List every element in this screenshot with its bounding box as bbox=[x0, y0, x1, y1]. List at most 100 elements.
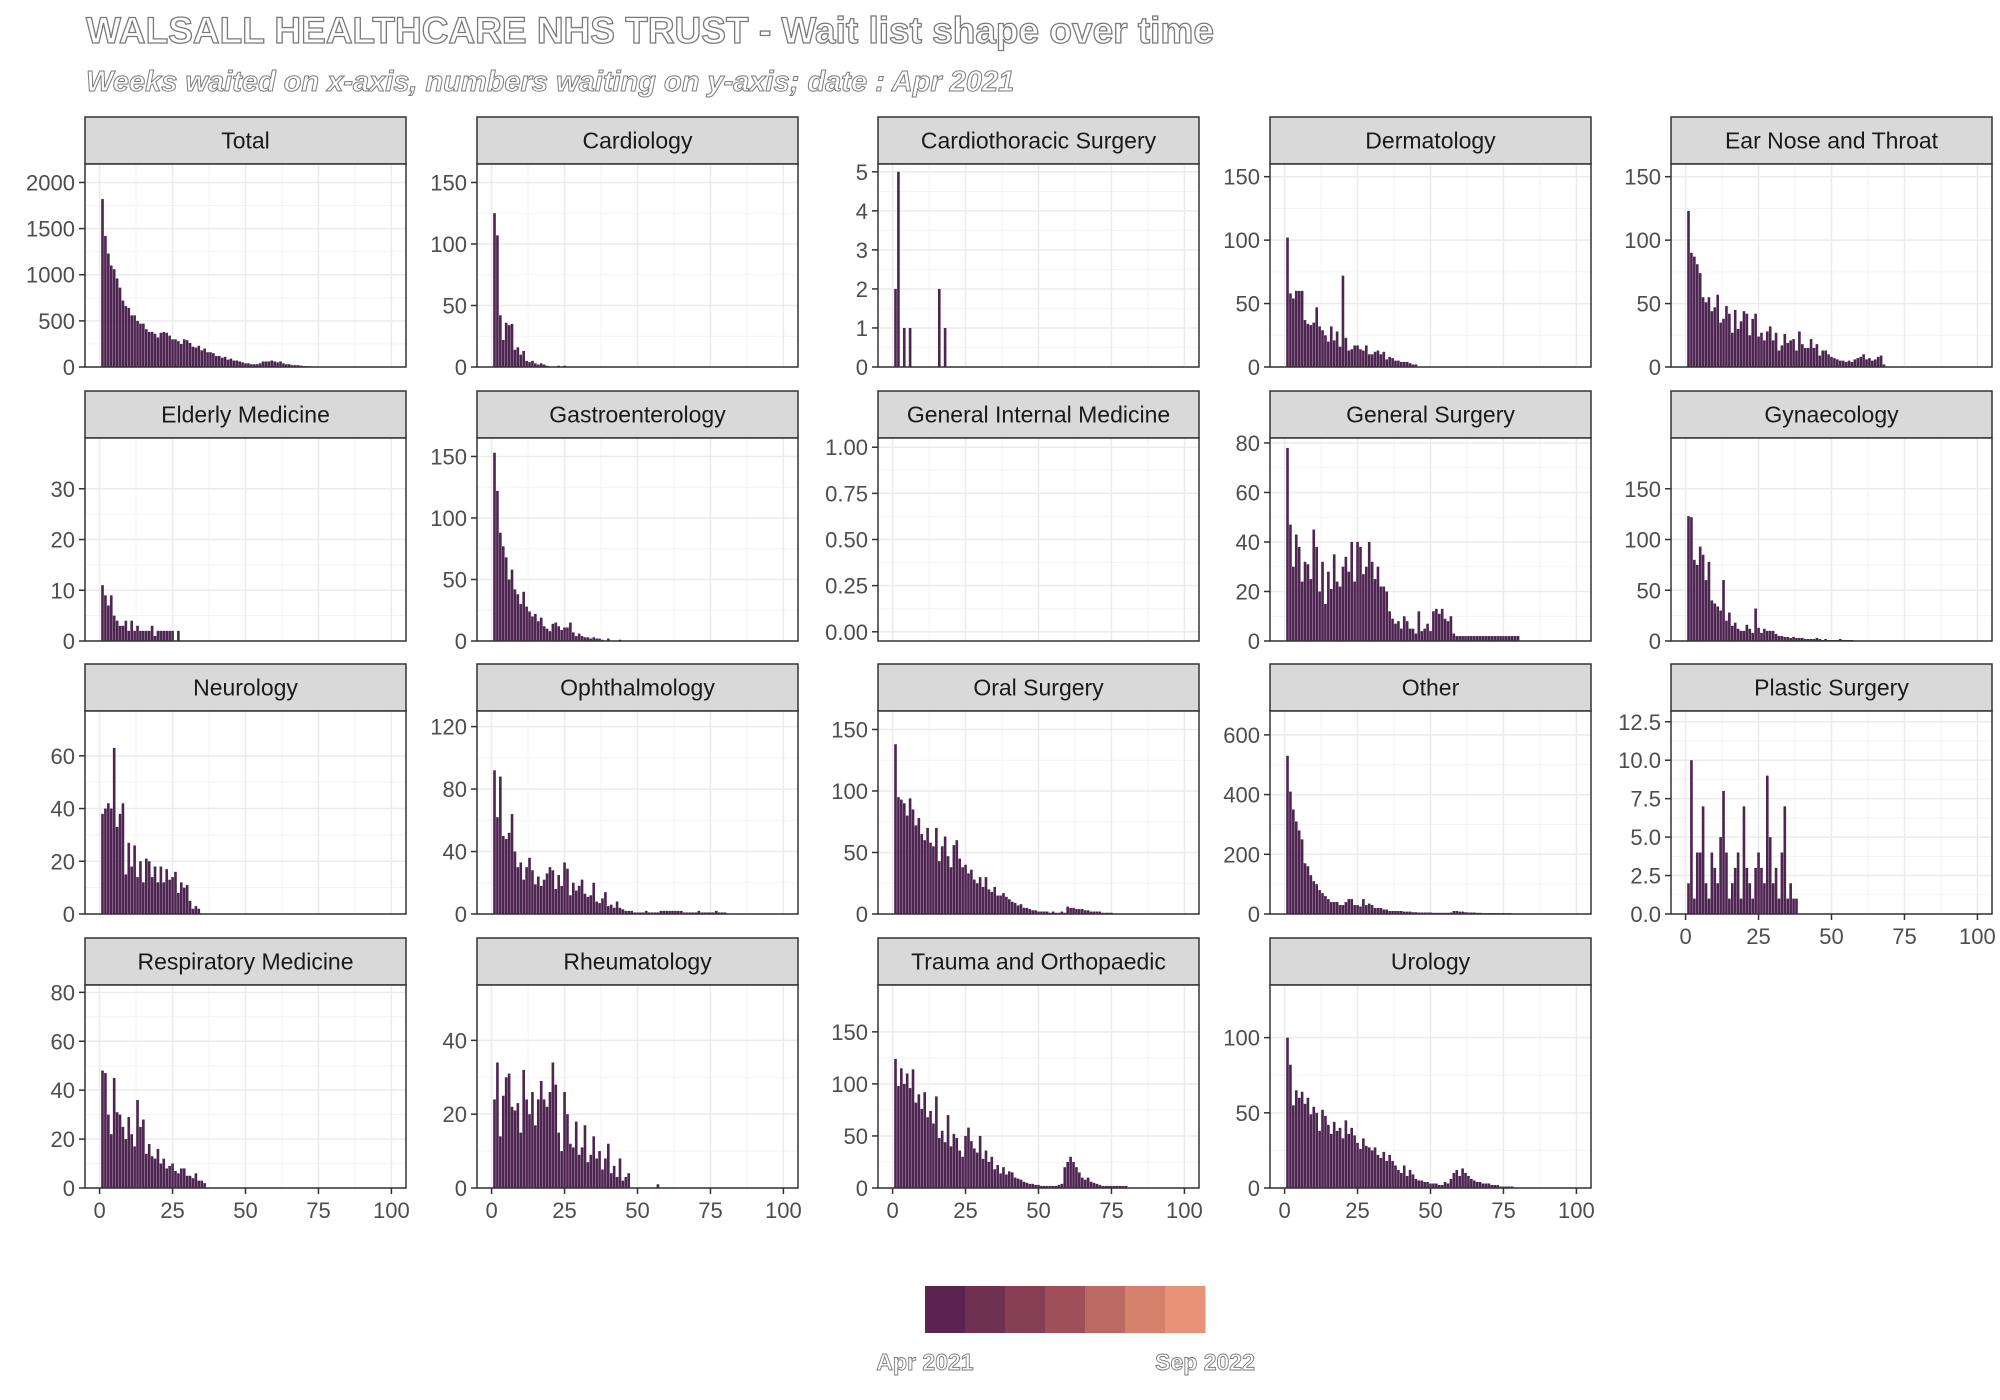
bar bbox=[1742, 311, 1746, 367]
bar bbox=[1095, 911, 1099, 914]
bar bbox=[194, 347, 198, 367]
bar bbox=[1833, 358, 1836, 367]
bar bbox=[1437, 613, 1441, 641]
bar bbox=[1327, 571, 1330, 641]
bar bbox=[510, 814, 514, 914]
y-tick-label: 20 bbox=[51, 528, 75, 553]
bar bbox=[182, 1168, 186, 1188]
bar bbox=[1765, 775, 1769, 914]
bar bbox=[1405, 911, 1409, 914]
bar bbox=[232, 360, 236, 367]
bar bbox=[1321, 330, 1324, 367]
bar bbox=[179, 343, 183, 367]
panel-border bbox=[1269, 437, 1592, 642]
bar bbox=[118, 287, 122, 367]
bar bbox=[1364, 905, 1368, 914]
bar bbox=[1754, 313, 1757, 367]
bar bbox=[177, 630, 180, 641]
bar bbox=[589, 638, 593, 641]
bar bbox=[1836, 359, 1839, 367]
bar bbox=[104, 808, 107, 914]
bar bbox=[624, 1176, 628, 1188]
x-tick-label: 0 bbox=[886, 1198, 898, 1223]
facet-title: Cardiothoracic Surgery bbox=[921, 128, 1157, 154]
bar bbox=[1400, 911, 1403, 914]
bar bbox=[1086, 1177, 1090, 1188]
bar bbox=[1356, 345, 1359, 367]
bar bbox=[1719, 837, 1722, 914]
bar bbox=[589, 895, 593, 914]
y-tick-label: 150 bbox=[1624, 477, 1661, 502]
bar bbox=[569, 1143, 572, 1188]
bar bbox=[929, 1110, 932, 1188]
bar bbox=[1362, 1138, 1365, 1188]
facet-strip bbox=[84, 390, 407, 439]
bar bbox=[1783, 636, 1787, 641]
y-tick-label: 400 bbox=[1223, 783, 1260, 808]
legend-label: Apr 2021 bbox=[876, 1349, 973, 1375]
bar bbox=[607, 906, 610, 914]
bar bbox=[1069, 907, 1072, 914]
bar bbox=[1449, 1178, 1453, 1188]
bar bbox=[557, 874, 561, 914]
bar bbox=[1335, 581, 1339, 641]
bar bbox=[162, 630, 166, 641]
bar bbox=[212, 353, 215, 367]
bar bbox=[612, 907, 616, 914]
bar bbox=[507, 832, 511, 914]
bar bbox=[1698, 546, 1702, 641]
bar bbox=[1458, 911, 1461, 914]
bar bbox=[940, 846, 944, 914]
bar bbox=[507, 1073, 511, 1188]
bar bbox=[522, 591, 526, 641]
x-tick-label: 50 bbox=[1418, 1198, 1442, 1223]
bar bbox=[1350, 899, 1354, 914]
bar bbox=[592, 1136, 596, 1188]
bar bbox=[1467, 636, 1470, 641]
bar bbox=[1397, 911, 1400, 914]
y-tick-label: 40 bbox=[51, 797, 75, 822]
y-tick-label: 0 bbox=[63, 1176, 75, 1201]
bar bbox=[1411, 1174, 1415, 1188]
bar bbox=[531, 1092, 534, 1188]
bar bbox=[714, 910, 718, 914]
bar bbox=[682, 912, 686, 914]
bar bbox=[932, 846, 935, 914]
bar bbox=[545, 1106, 549, 1188]
y-tick-label: 150 bbox=[430, 170, 467, 195]
bar bbox=[1510, 1186, 1514, 1188]
bar bbox=[1043, 911, 1046, 914]
bar bbox=[188, 1175, 192, 1188]
bar bbox=[1695, 264, 1699, 367]
bar bbox=[566, 1114, 569, 1188]
bar bbox=[1838, 360, 1842, 367]
bar bbox=[159, 866, 163, 914]
bar bbox=[185, 885, 189, 914]
bar bbox=[967, 1127, 970, 1188]
facet-strip bbox=[1269, 663, 1592, 712]
bar bbox=[1370, 354, 1374, 367]
facet-strip bbox=[1269, 116, 1592, 165]
facet-urology: Urology 0 50 100 0 25 50 75 100 bbox=[1223, 937, 1595, 1223]
bar bbox=[1297, 546, 1301, 641]
bar bbox=[109, 595, 113, 641]
bar bbox=[1400, 361, 1403, 367]
bar bbox=[194, 1173, 198, 1188]
bar bbox=[191, 1178, 195, 1188]
bar bbox=[493, 452, 496, 641]
y-tick-label: 50 bbox=[1236, 1101, 1260, 1126]
bar bbox=[1719, 322, 1722, 367]
bar bbox=[1695, 564, 1699, 641]
bar bbox=[1716, 883, 1720, 914]
bar bbox=[583, 1125, 587, 1188]
bar bbox=[1859, 356, 1862, 367]
bar bbox=[209, 352, 212, 367]
bar bbox=[1478, 636, 1482, 641]
bar bbox=[618, 907, 622, 914]
bar bbox=[1353, 581, 1356, 641]
bar bbox=[1455, 636, 1459, 641]
bar bbox=[900, 1068, 903, 1188]
bar bbox=[1364, 566, 1368, 641]
bar bbox=[171, 630, 174, 641]
legend-label: Sep 2022 bbox=[1155, 1349, 1255, 1375]
